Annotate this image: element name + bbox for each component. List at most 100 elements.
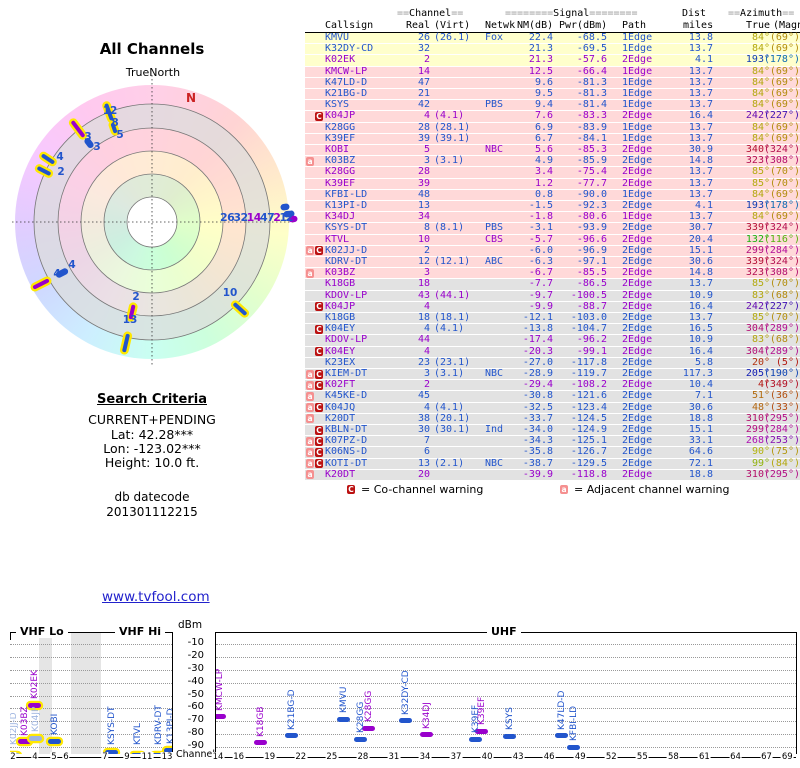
channel-axis-line-uhf <box>215 757 796 758</box>
cell-azimuth-true: 339° <box>745 222 770 234</box>
cell-callsign: K28GG <box>325 166 356 178</box>
co-channel-warning-icon: C <box>315 369 323 379</box>
cell-real-channel: 8 <box>423 222 430 234</box>
cell-real-channel: 21 <box>417 88 430 99</box>
table-row: K47LD-D 47 9.6 -81.3 1Edge 13.7 84° (69°) <box>305 76 800 89</box>
vhf-chart-panel: K02JJ-D K02EK K03BZ K04JP KOBI KSYS-DT KTVL KDR… <box>10 632 173 754</box>
table-row: K39EF 39 (39.1) 6.7 -84.1 1Edge 13.7 84° (69°) <box>305 132 800 145</box>
channel-tick-label: 31 <box>387 751 401 762</box>
cell-azimuth-magnetic: (324°) <box>763 222 800 234</box>
station-signal-marker <box>284 733 298 739</box>
cell-azimuth-magnetic: (308°) <box>763 155 800 167</box>
cell-distance: 30.7 <box>688 222 713 234</box>
station-signal-marker <box>468 736 482 742</box>
cell-distance: 15.1 <box>688 244 713 256</box>
channel-tick-label: 34 <box>418 751 432 762</box>
tvfool-link[interactable]: www.tvfool.com <box>102 589 210 605</box>
channel-tick-label: 9 <box>123 751 131 762</box>
cell-distance: 14.8 <box>688 267 713 279</box>
radar-station-marker <box>126 302 138 322</box>
radar-channel-label: 5 <box>116 129 123 141</box>
cell-callsign: KIEM-DT <box>325 368 368 379</box>
table-row: K13PI-D 13 -1.5 -92.3 2Edge 4.1 193° (178°) <box>305 200 800 213</box>
cell-pwr-dbm: -80.6 <box>576 211 607 223</box>
cell-callsign: K45KE-D <box>325 390 368 402</box>
adjacent-warning-icon: a <box>306 268 314 278</box>
cell-virtual-channel: (18.1) <box>434 312 471 323</box>
channel-tick-label: 13 <box>160 751 174 762</box>
table-row: KDOV-LP 43 (44.1) -9.7 -100.5 2Edge 10.9 83° (68… <box>305 289 800 302</box>
adjacent-warning-icon: a <box>306 391 314 401</box>
cell-azimuth-true: 83° <box>751 289 770 301</box>
cell-real-channel: 2 <box>423 54 430 66</box>
table-row: C K04JP 4 -9.9 -88.7 2Edge 16.4 242° (227°) <box>305 300 800 313</box>
cell-azimuth-magnetic: (69°) <box>769 99 800 111</box>
cell-pwr-dbm: -83.9 <box>576 121 607 133</box>
antenna-height: Height: 10.0 ft. <box>104 455 200 470</box>
cell-pwr-dbm: -99.1 <box>576 345 607 357</box>
cell-azimuth-true: 242° <box>745 300 770 312</box>
channel-tick-label: 69 <box>780 751 794 762</box>
cell-real-channel: 32 <box>417 43 430 55</box>
cell-azimuth-true: 85° <box>751 312 770 323</box>
station-callsign-label: K28GG <box>356 701 366 734</box>
station-callsign-label: KSYS <box>505 707 515 730</box>
cell-distance: 10.9 <box>688 289 713 301</box>
cell-azimuth-magnetic: (227°) <box>763 110 800 122</box>
table-row: a C K02FT 2 -29.4 -108.2 2Edge 10.4 4° (349°) <box>305 379 800 392</box>
dbm-tick-label: -60 <box>187 701 204 713</box>
cell-callsign: KBLN-DT <box>325 424 368 435</box>
cell-real-channel: 3 <box>423 368 430 379</box>
station-callsign-label: KFBI-LD <box>569 705 579 742</box>
co-channel-warning-icon: C <box>315 111 323 121</box>
cell-pwr-dbm: -81.4 <box>576 99 607 111</box>
latitude: Lat: 42.28*** <box>110 427 194 442</box>
cell-path: 1Edge <box>622 121 653 133</box>
station-signal-marker <box>566 744 580 750</box>
table-row: a K20DT 20 -39.9 -118.8 2Edge 18.8 310° (295°) <box>305 468 800 481</box>
station-callsign-label: K18GB <box>256 706 266 737</box>
station-callsign-label: KMVU <box>339 686 349 714</box>
cell-azimuth-magnetic: (69°) <box>769 76 800 88</box>
cell-nm-db: 7.6 <box>534 110 553 122</box>
cell-azimuth-true: 323° <box>745 267 770 279</box>
radar-channel-label: 4 <box>56 151 63 163</box>
cell-distance: 18.8 <box>688 468 713 480</box>
cell-azimuth-magnetic: (69°) <box>769 88 800 99</box>
cell-callsign: KDOV-LP <box>325 289 368 301</box>
co-channel-warning-icon: C <box>315 436 323 446</box>
cell-azimuth-magnetic: (69°) <box>769 132 800 144</box>
channel-tick-label: 22 <box>294 751 308 762</box>
cell-callsign: K02JJ-D <box>325 244 368 256</box>
cell-distance: 13.7 <box>688 76 713 88</box>
cell-pwr-dbm: -104.7 <box>570 323 607 335</box>
cell-nm-db: 22.4 <box>528 32 553 43</box>
cell-azimuth-true: 205° <box>745 368 770 379</box>
radar-channel-label: 3 <box>93 141 100 153</box>
col-pwr: Pwr(dBm) <box>559 20 608 31</box>
cell-azimuth-magnetic: (295°) <box>763 412 800 424</box>
cell-azimuth-magnetic: (253°) <box>763 435 800 447</box>
cell-callsign: KDOV-LP <box>325 334 368 346</box>
cell-path: 2Edge <box>622 166 653 178</box>
radar-east-cluster-labels: 26321447212 <box>220 211 293 224</box>
radar-station-marker <box>68 118 88 140</box>
table-row: KSYS 42 PBS 9.4 -81.4 1Edge 13.7 84° (69°) <box>305 99 800 112</box>
col-true: True <box>746 20 771 31</box>
dbm-tick-label: -40 <box>187 675 204 687</box>
cell-nm-db: -30.8 <box>522 390 553 402</box>
station-signal-marker <box>554 733 568 739</box>
cell-callsign: KSYS-DT <box>325 222 368 234</box>
cell-real-channel: 38 <box>417 412 430 424</box>
cell-azimuth-magnetic: (324°) <box>763 144 800 155</box>
cell-nm-db: -33.7 <box>522 412 553 424</box>
cell-distance: 16.4 <box>688 345 713 357</box>
cell-azimuth-magnetic: (178°) <box>763 54 800 66</box>
cell-path: 2Edge <box>622 379 653 391</box>
gridline <box>10 721 172 723</box>
cell-path: 1Edge <box>622 32 653 43</box>
search-mode: CURRENT+PENDING <box>88 412 216 427</box>
gridline <box>216 747 796 749</box>
cell-nm-db: 6.7 <box>534 132 553 144</box>
adjacent-warning-icon: a <box>306 470 314 480</box>
